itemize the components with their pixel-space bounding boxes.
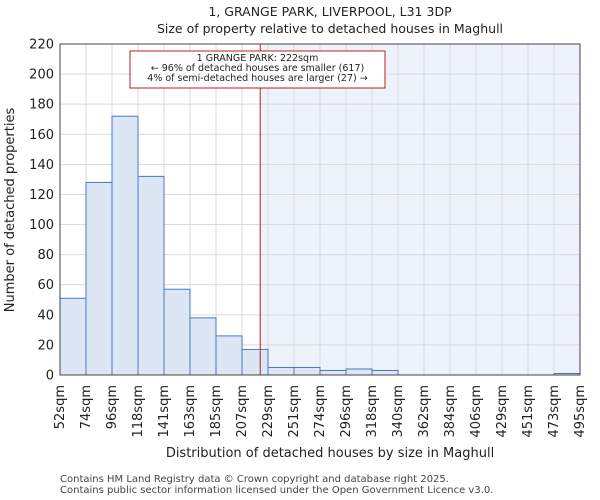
x-tick-label: 340sqm	[391, 385, 406, 438]
x-tick-label: 52sqm	[53, 385, 68, 429]
y-tick-label: 200	[29, 68, 54, 83]
histogram-bar	[85, 181, 113, 376]
annotation-line-3: 4% of semi-detached houses are larger (2…	[147, 73, 367, 84]
x-tick-label: 185sqm	[209, 385, 224, 438]
x-tick-label: 96sqm	[105, 385, 120, 429]
histogram-bar	[163, 288, 191, 376]
annotation-line-2: ← 96% of detached houses are smaller (61…	[151, 63, 364, 74]
histogram-chart: 1, GRANGE PARK, LIVERPOOL, L31 3DP Size …	[3, 4, 588, 461]
y-tick-label: 160	[29, 128, 54, 143]
y-tick-label: 0	[46, 369, 54, 384]
x-tick-label: 362sqm	[417, 385, 432, 438]
x-tick-label: 229sqm	[261, 385, 276, 438]
histogram-bar	[111, 115, 139, 376]
histogram-bar	[267, 366, 295, 376]
annotation-box	[129, 50, 386, 89]
x-tick-label: 274sqm	[313, 385, 328, 438]
x-tick-label: 473sqm	[547, 385, 562, 438]
x-tick-label: 495sqm	[573, 385, 588, 438]
y-tick-label: 140	[29, 158, 54, 173]
x-tick-label: 384sqm	[443, 385, 458, 438]
chart-title: 1, GRANGE PARK, LIVERPOOL, L31 3DP	[208, 4, 452, 19]
histogram-bar	[345, 368, 373, 376]
x-tick-label: 118sqm	[131, 385, 146, 438]
y-tick-label: 180	[29, 98, 54, 113]
x-tick-label: 406sqm	[469, 385, 484, 438]
x-tick-label: 74sqm	[79, 385, 94, 429]
histogram-bar	[241, 348, 269, 376]
histogram-bar	[319, 369, 347, 376]
histogram-bar	[59, 297, 87, 376]
histogram-bar	[293, 366, 321, 376]
y-tick-label: 80	[37, 248, 54, 263]
x-tick-label: 429sqm	[495, 385, 510, 438]
histogram-bar	[371, 369, 399, 376]
plot-frame	[59, 43, 581, 376]
y-axis-label: Number of detached properties	[3, 108, 18, 313]
chart-subtitle: Size of property relative to detached ho…	[157, 21, 503, 36]
larger-region-shade	[260, 44, 580, 375]
x-tick-label: 141sqm	[157, 385, 172, 438]
footer-line-2: Contains public sector information licen…	[60, 485, 494, 496]
x-tick-label: 207sqm	[235, 385, 250, 438]
annotation-line-1: 1 GRANGE PARK: 222sqm	[197, 53, 319, 64]
plot-area: 0 20 40 60 80 100 120 140 160 180 200 220 52sqm 74sqm…	[29, 38, 588, 438]
y-tick-label: 60	[37, 278, 54, 293]
y-tick-label: 100	[29, 218, 54, 233]
x-tick-label: 251sqm	[287, 385, 302, 438]
y-tick-label: 120	[29, 188, 54, 203]
footer-line-1: Contains HM Land Registry data © Crown c…	[60, 474, 449, 485]
x-tick-label: 163sqm	[183, 385, 198, 438]
y-tick-label: 220	[29, 38, 54, 53]
y-tick-label: 40	[37, 308, 54, 323]
x-tick-label: 318sqm	[365, 385, 380, 438]
y-tick-label: 20	[37, 338, 54, 353]
x-axis-label: Distribution of detached houses by size …	[166, 446, 494, 461]
x-tick-label: 451sqm	[521, 385, 536, 438]
x-tick-label: 296sqm	[339, 385, 354, 438]
histogram-bar	[189, 317, 217, 376]
histogram-bar	[215, 335, 243, 376]
histogram-bar	[137, 175, 165, 376]
